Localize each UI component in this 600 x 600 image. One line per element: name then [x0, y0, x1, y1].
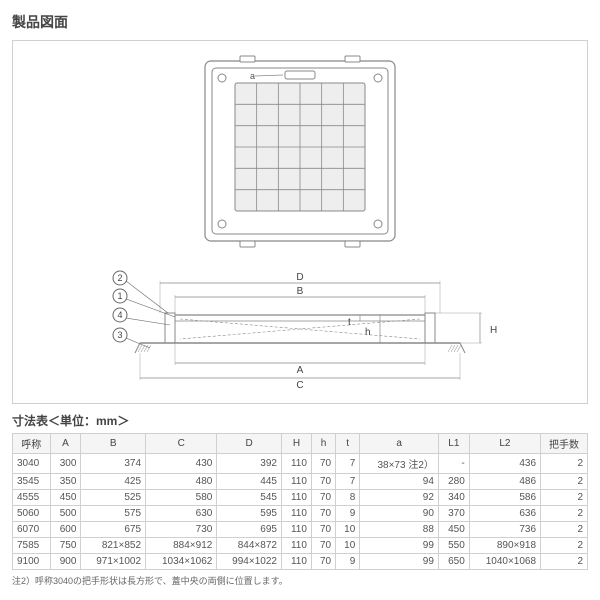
- col-A: A: [50, 434, 81, 454]
- table-row: 4555450525580545110708923405862: [13, 490, 588, 506]
- table-row: 60706006757306951107010884507362: [13, 522, 588, 538]
- col-呼称: 呼称: [13, 434, 51, 454]
- svg-text:1: 1: [117, 291, 122, 301]
- col-t: t: [336, 434, 360, 454]
- table-row: 304030037443039211070738×73 注2）-4362: [13, 454, 588, 474]
- product-diagram: a DB AC Hh t 2 1 4 3: [12, 40, 588, 404]
- col-H: H: [281, 434, 311, 454]
- side-view: DB AC Hh t 2 1 4 3: [80, 263, 520, 393]
- svg-text:4: 4: [117, 310, 122, 320]
- table-row: 3545350425480445110707942804862: [13, 474, 588, 490]
- svg-text:D: D: [296, 272, 303, 283]
- dimension-table: 呼称ABCDHhtaL1L2把手数 3040300374430392110707…: [12, 433, 588, 570]
- table-row: 7585750821×852884×912844×872110701099550…: [13, 538, 588, 554]
- svg-text:a: a: [250, 71, 255, 81]
- svg-text:t: t: [348, 317, 351, 328]
- col-D: D: [217, 434, 282, 454]
- svg-text:A: A: [297, 365, 304, 376]
- svg-text:H: H: [490, 325, 497, 336]
- col-B: B: [81, 434, 146, 454]
- svg-text:2: 2: [117, 273, 122, 283]
- svg-text:3: 3: [117, 330, 122, 340]
- svg-text:C: C: [296, 380, 303, 391]
- svg-text:h: h: [365, 327, 371, 338]
- table-title: 寸法表＜単位：mm＞: [12, 412, 588, 429]
- svg-text:B: B: [297, 286, 304, 297]
- top-view: a: [190, 51, 410, 251]
- footnote: 注2）呼称3040の把手形状は長方形で、蓋中央の両側に位置します。: [12, 574, 588, 587]
- col-把手数: 把手数: [541, 434, 588, 454]
- col-a: a: [360, 434, 439, 454]
- col-L2: L2: [469, 434, 540, 454]
- col-L1: L1: [438, 434, 469, 454]
- col-C: C: [146, 434, 217, 454]
- page-title: 製品図面: [12, 12, 588, 32]
- table-row: 9100900971×10021034×1062994×102211070999…: [13, 554, 588, 570]
- table-row: 5060500575630595110709903706362: [13, 506, 588, 522]
- col-h: h: [311, 434, 335, 454]
